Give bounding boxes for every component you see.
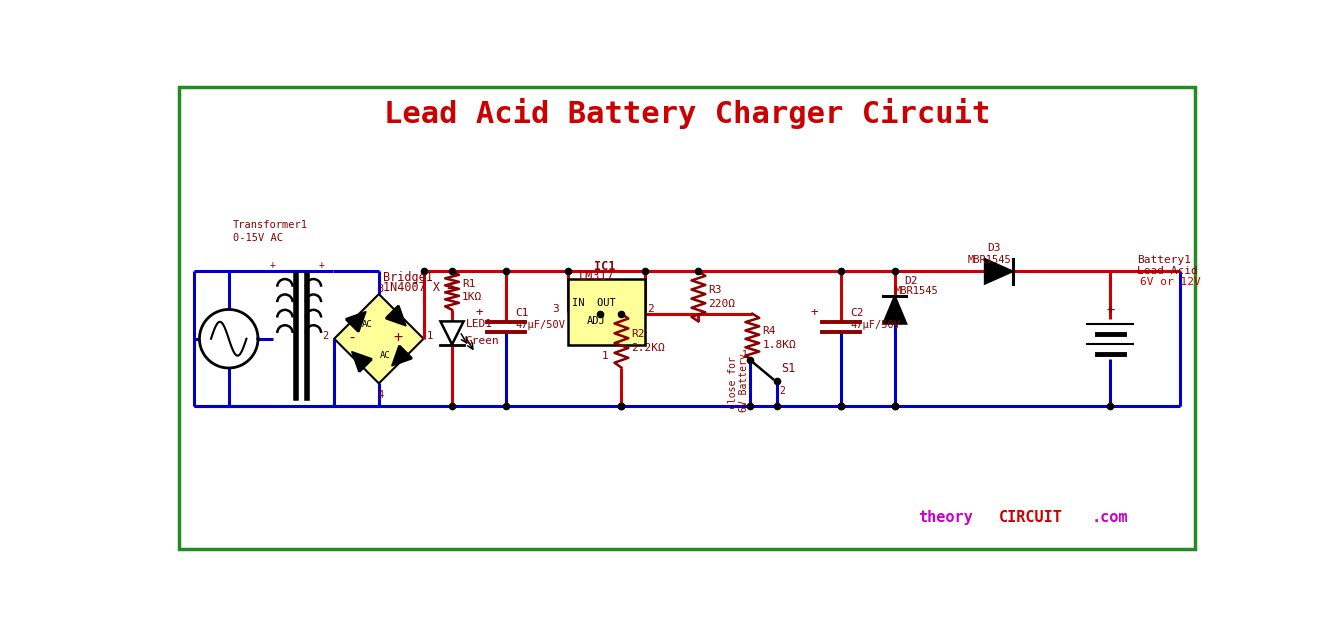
Text: R2: R2	[632, 329, 645, 339]
Text: 2.2KΩ: 2.2KΩ	[632, 343, 665, 353]
Polygon shape	[351, 351, 371, 372]
Text: C1: C1	[515, 308, 528, 318]
Polygon shape	[984, 259, 1012, 284]
Polygon shape	[392, 346, 412, 366]
Polygon shape	[346, 311, 366, 332]
Text: 1: 1	[602, 351, 609, 361]
Text: Lead Acid Battery Charger Circuit: Lead Acid Battery Charger Circuit	[384, 98, 990, 129]
Text: AC: AC	[380, 351, 390, 360]
Text: C2: C2	[850, 308, 864, 318]
Text: 1.8KΩ: 1.8KΩ	[762, 339, 797, 349]
Text: Battery1: Battery1	[1137, 255, 1191, 265]
Text: 1: 1	[743, 349, 748, 359]
Text: IN  OUT: IN OUT	[573, 298, 616, 308]
Text: MBR1545: MBR1545	[894, 286, 939, 296]
Text: CIRCUIT: CIRCUIT	[999, 510, 1062, 525]
Text: LM317: LM317	[579, 270, 614, 283]
Polygon shape	[884, 296, 907, 324]
Text: Lead Acid: Lead Acid	[1137, 266, 1198, 276]
Text: -: -	[347, 329, 357, 344]
Text: S1: S1	[780, 362, 795, 375]
Text: R3: R3	[708, 285, 721, 295]
Text: +: +	[318, 260, 325, 270]
Text: 47μF/50V: 47μF/50V	[515, 320, 565, 330]
Text: 1N4007 X 4: 1N4007 X 4	[382, 281, 455, 294]
Text: MBR1545: MBR1545	[968, 255, 1011, 265]
FancyBboxPatch shape	[567, 279, 645, 344]
Polygon shape	[386, 306, 406, 326]
Text: +: +	[1106, 303, 1114, 317]
Text: IC1: IC1	[594, 260, 616, 273]
Text: 4: 4	[377, 390, 384, 400]
Text: 1: 1	[426, 331, 433, 341]
Text: LED1: LED1	[465, 319, 493, 329]
Text: Transformer1: Transformer1	[232, 220, 307, 230]
Text: Green: Green	[465, 336, 500, 346]
Text: 2: 2	[779, 386, 784, 396]
Text: Bridge1: Bridge1	[382, 271, 433, 284]
Text: R4: R4	[762, 326, 776, 336]
Text: D3: D3	[987, 243, 1000, 253]
Text: 220Ω: 220Ω	[708, 299, 735, 309]
Text: +: +	[393, 329, 402, 344]
Text: +: +	[810, 306, 818, 319]
Text: theory: theory	[917, 510, 972, 525]
Polygon shape	[334, 294, 424, 383]
Text: R1: R1	[463, 279, 476, 289]
Text: 0-15V AC: 0-15V AC	[232, 233, 283, 243]
Text: 2: 2	[648, 304, 654, 314]
Text: 2: 2	[323, 331, 329, 341]
Text: 1KΩ: 1KΩ	[463, 292, 483, 302]
Text: close for
6V Battery: close for 6V Battery	[728, 354, 750, 412]
Text: 3: 3	[377, 284, 384, 294]
Text: 47μF/50V: 47μF/50V	[850, 320, 900, 330]
Text: 3: 3	[552, 304, 559, 314]
Text: D2: D2	[904, 276, 917, 286]
Text: AC: AC	[362, 321, 373, 329]
Text: 6V or 12V: 6V or 12V	[1140, 277, 1200, 287]
Text: +: +	[475, 306, 483, 319]
Text: +: +	[270, 260, 275, 270]
Text: .com: .com	[1092, 510, 1128, 525]
Text: ADJ: ADJ	[587, 316, 606, 326]
